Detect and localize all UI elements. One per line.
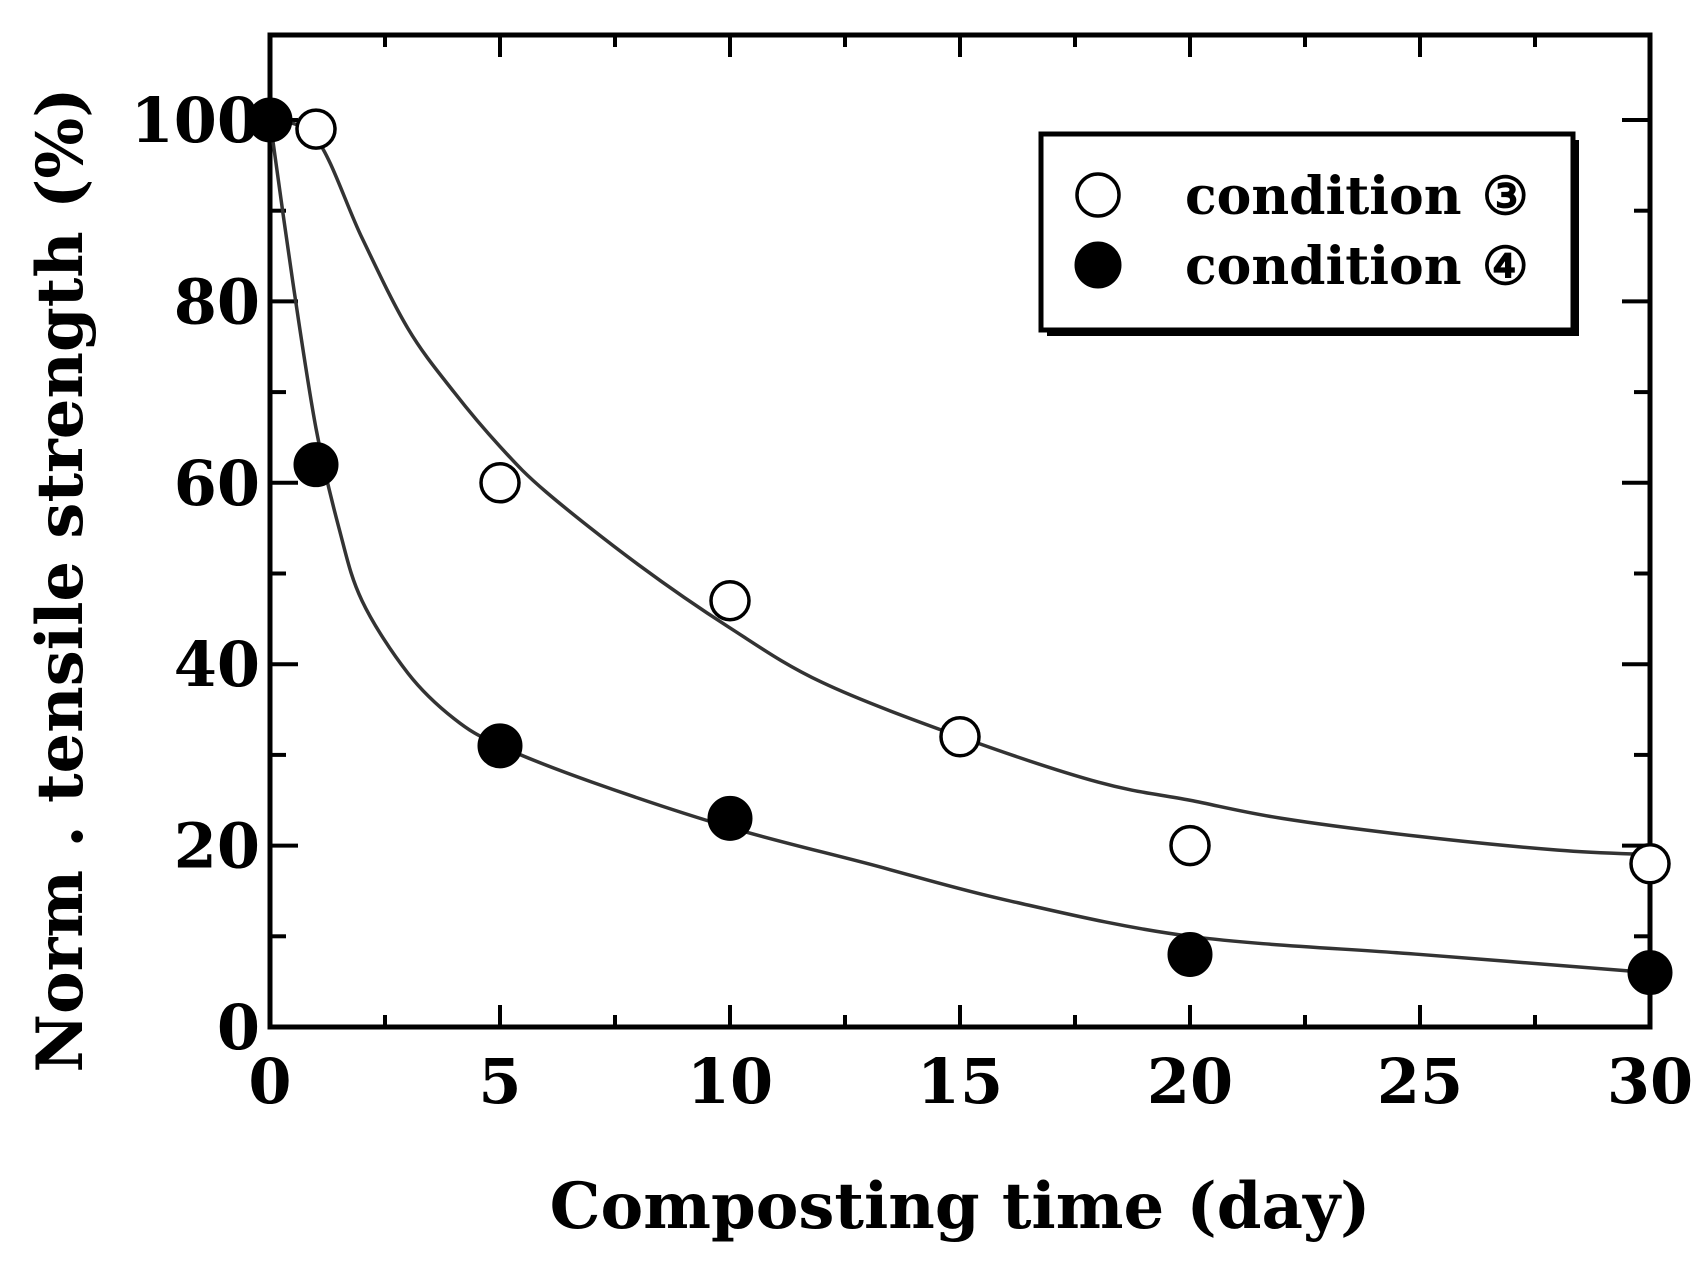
legend: condition ③ condition ④ bbox=[1038, 131, 1579, 336]
y-tick-label: 60 bbox=[174, 447, 260, 520]
legend-label-condition-4: condition bbox=[1185, 236, 1462, 297]
x-tick-label: 25 bbox=[1377, 1045, 1463, 1118]
legend-label-condition-3: condition bbox=[1185, 166, 1462, 227]
data-point-condition-3 bbox=[709, 579, 751, 622]
x-tick-label: 10 bbox=[687, 1045, 773, 1118]
legend-marker-open bbox=[1075, 172, 1121, 218]
legend-marker-filled bbox=[1074, 241, 1122, 289]
y-tick-label: 40 bbox=[174, 628, 260, 701]
data-point-condition-3 bbox=[1169, 824, 1211, 867]
y-tick-label: 20 bbox=[174, 810, 260, 883]
data-point-condition-3 bbox=[479, 462, 521, 504]
x-tick-label: 15 bbox=[917, 1045, 1003, 1118]
x-tick-label: 0 bbox=[248, 1045, 291, 1118]
data-point-condition-3 bbox=[295, 108, 337, 150]
legend-symbol-condition-3: ③ bbox=[1482, 166, 1529, 227]
y-tick-label: 80 bbox=[174, 265, 260, 338]
data-point-condition-4 bbox=[707, 795, 753, 841]
data-point-condition-3 bbox=[939, 716, 981, 758]
x-tick-label: 20 bbox=[1147, 1045, 1233, 1118]
data-point-condition-4 bbox=[293, 442, 339, 488]
data-point-condition-3 bbox=[1629, 842, 1671, 885]
legend-symbol-condition-4: ④ bbox=[1482, 236, 1529, 297]
data-point-condition-4 bbox=[477, 723, 523, 769]
y-axis-title: Norm . tensile strength (%) bbox=[23, 88, 98, 1073]
x-tick-label: 5 bbox=[478, 1045, 521, 1118]
data-point-condition-4 bbox=[1167, 931, 1213, 977]
data-markers bbox=[247, 97, 1673, 996]
axis-tick-labels: 0 5 10 15 20 25 30 0 20 40 60 80 100 bbox=[131, 84, 1694, 1118]
y-tick-label: 0 bbox=[217, 991, 260, 1064]
data-point-condition-4 bbox=[1627, 950, 1673, 996]
x-tick-label: 30 bbox=[1607, 1045, 1693, 1118]
legend-box bbox=[1038, 131, 1576, 333]
axis-ticks bbox=[268, 35, 1652, 1029]
x-axis-title: Composting time (day) bbox=[550, 1169, 1371, 1244]
data-point-condition-4 bbox=[247, 97, 293, 143]
fit-curve-condition-3 bbox=[269, 118, 1651, 857]
y-tick-label: 100 bbox=[131, 84, 260, 157]
